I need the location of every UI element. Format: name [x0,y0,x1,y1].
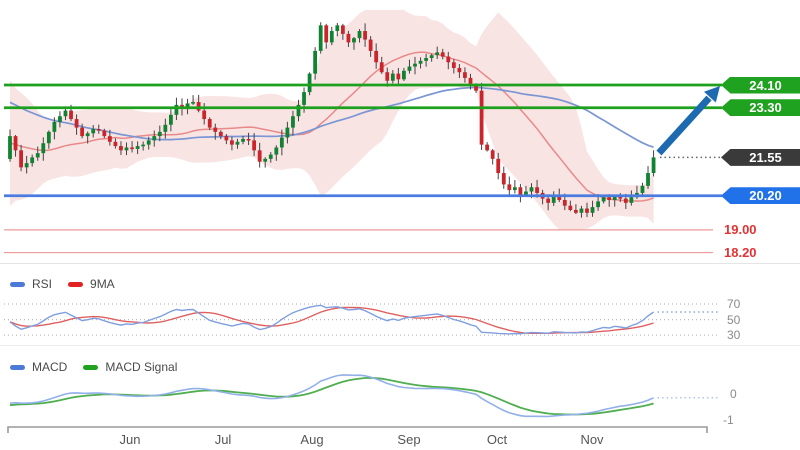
resistance-price-tag: 24.10 [721,76,800,94]
macd-signal-legend-label: MACD Signal [105,360,178,374]
rsi-tick-30: 30 [727,328,741,343]
rsi-tick-70: 70 [727,297,741,311]
macd-signal-legend-swatch [83,364,99,370]
minor-support-label: 19.00 [724,221,757,237]
rsi-legend-swatch [10,281,25,287]
x-axis-month-label: Sep [397,432,421,447]
macd-legend-swatch [10,364,25,370]
rsi-ma-legend-swatch [68,281,84,287]
macd-tick-neg1: -1 [723,413,734,427]
macd-legend-label: MACD [32,360,68,374]
rsi-ma-legend-label: 9MA [90,277,115,291]
support-price-tag: 20.20 [721,187,800,205]
x-axis-month-label: Jul [214,432,232,447]
x-axis-month-label: Oct [486,432,508,447]
rsi-tick-50: 50 [727,312,741,327]
macd-legend: MACD MACD Signal [10,360,193,374]
x-axis-month-label: Aug [300,432,324,447]
resistance-price-tag: 23.30 [721,99,800,117]
rsi-legend-label: RSI [32,277,53,291]
last-price-tag: 21.55 [721,148,800,166]
x-axis-month-label: Nov [580,432,604,447]
macd-tick-0: 0 [730,387,737,401]
rsi-legend: RSI 9MA [10,277,131,291]
x-axis-month-label: Jun [119,432,141,447]
minor-support-label: 18.20 [724,244,757,260]
